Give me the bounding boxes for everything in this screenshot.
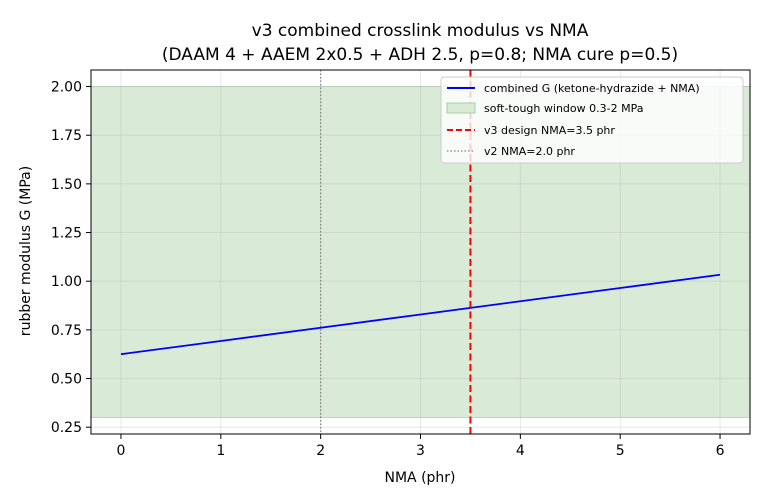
y-tick-label-7: 2.00 <box>51 80 82 96</box>
x-tick-label-1: 1 <box>216 443 225 459</box>
chart-title-line1: v3 combined crosslink modulus vs NMA <box>252 21 589 41</box>
y-tick-label-1: 0.50 <box>51 372 82 388</box>
x-tick-label-5: 5 <box>616 443 625 459</box>
legend-label-combined-g: combined G (ketone-hydrazide + NMA) <box>484 82 700 95</box>
x-tick-label-3: 3 <box>416 443 425 459</box>
y-axis-label: rubber modulus G (MPa) <box>18 166 34 336</box>
legend-label-v3-line: v3 design NMA=3.5 phr <box>484 124 615 137</box>
y-tick-label-0: 0.25 <box>51 420 82 436</box>
x-axis-label: NMA (phr) <box>384 470 455 486</box>
legend-label-v2-line: v2 NMA=2.0 phr <box>484 145 575 158</box>
series-line-0 <box>120 273 721 356</box>
x-tick-label-2: 2 <box>316 443 325 459</box>
y-tick-label-5: 1.50 <box>51 177 82 193</box>
y-tick-label-2: 0.75 <box>51 323 82 339</box>
y-tick-label-4: 1.25 <box>51 226 82 242</box>
chart-title-line2: (DAAM 4 + AAEM 2x0.5 + ADH 2.5, p=0.8; N… <box>162 45 678 65</box>
legend-label-band: soft-tough window 0.3-2 MPa <box>484 102 643 115</box>
legend-swatch-band <box>446 102 476 114</box>
x-tick-label-6: 6 <box>716 443 725 459</box>
x-tick-label-4: 4 <box>516 443 525 459</box>
x-tick-label-0: 0 <box>116 443 125 459</box>
y-tick-label-6: 1.75 <box>51 128 82 144</box>
y-tick-label-3: 1.00 <box>51 274 82 290</box>
legend: combined G (ketone-hydrazide + NMA) soft… <box>440 76 744 164</box>
legend-box <box>440 76 744 164</box>
